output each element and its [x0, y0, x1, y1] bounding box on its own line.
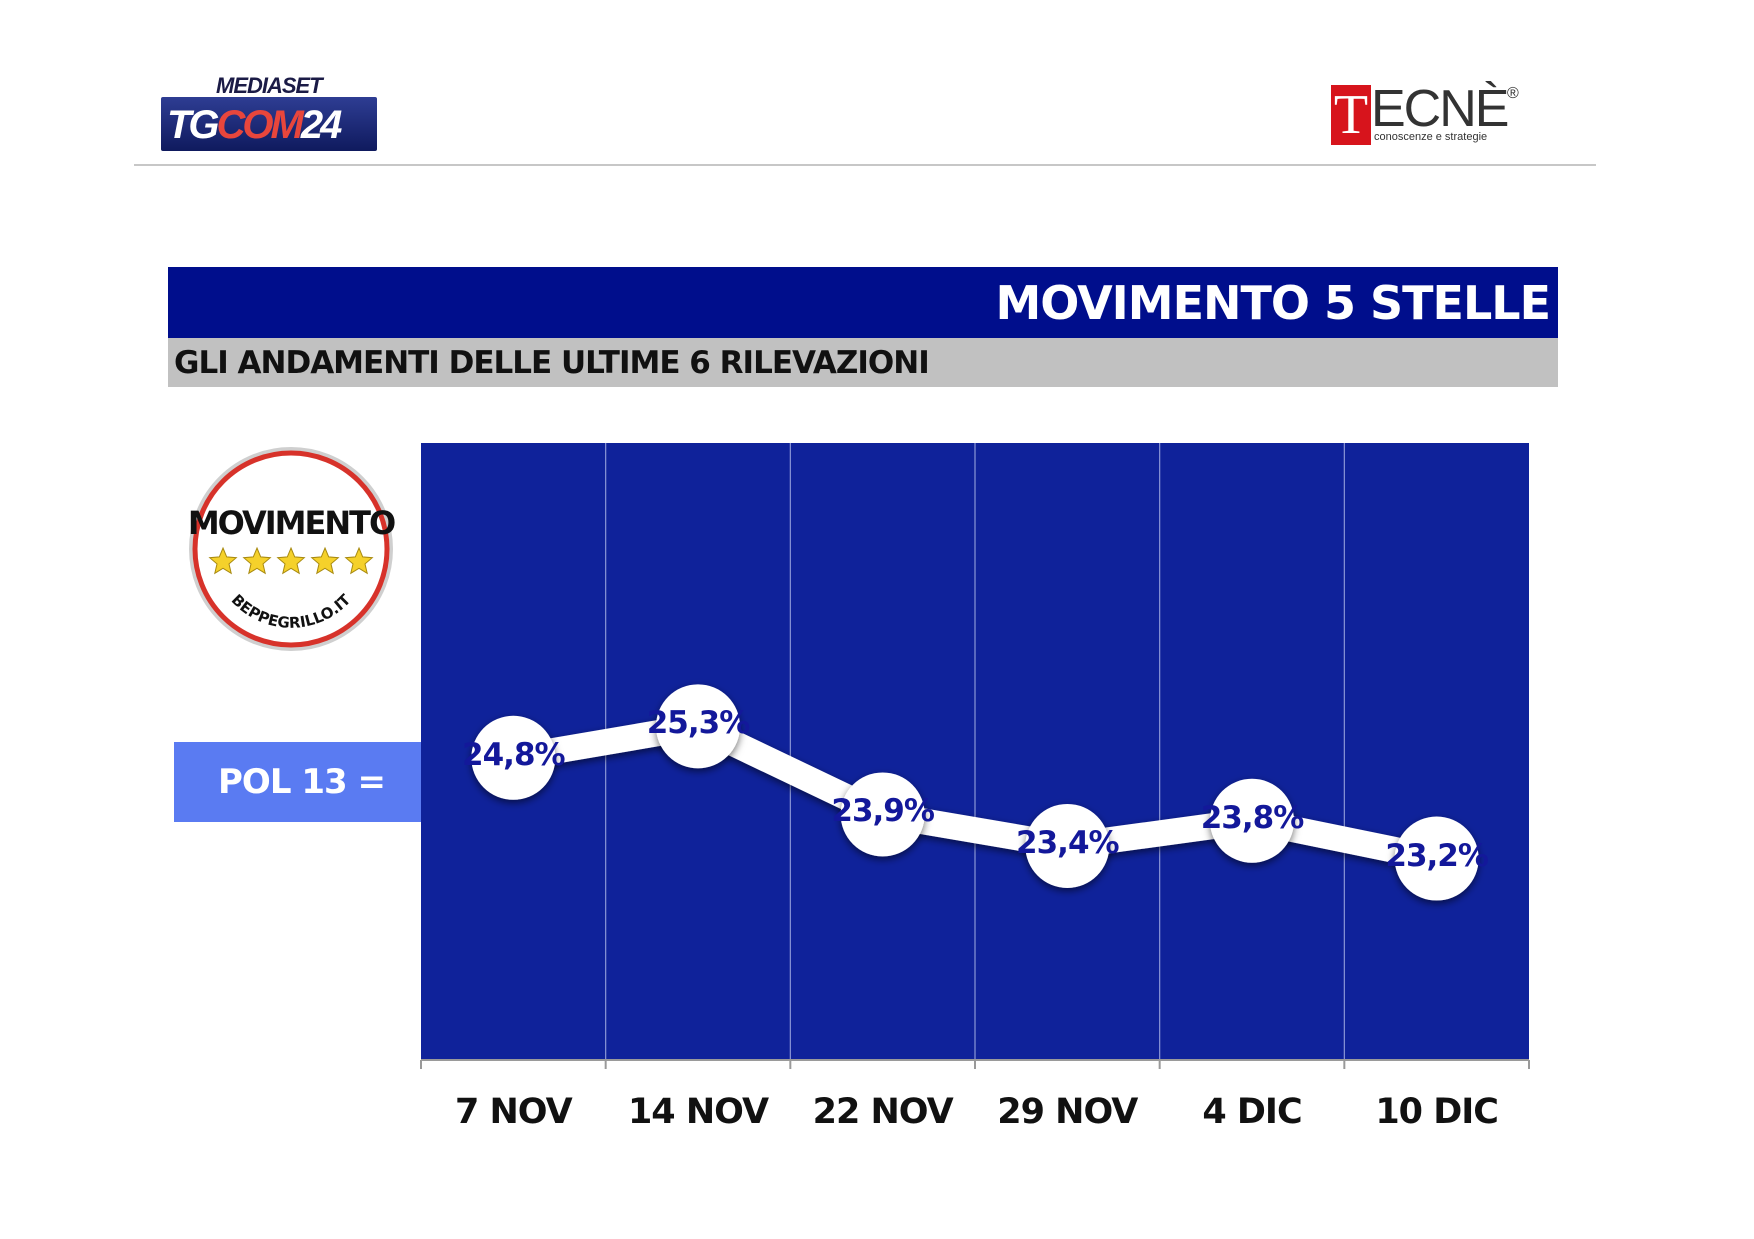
x-tick-label: 7 NOV	[454, 1092, 573, 1132]
logo-star-icon	[344, 546, 374, 575]
logo-star-icon	[208, 546, 238, 575]
tgcom24-number: 24	[300, 103, 342, 147]
mediaset-tgcom24-logo: MEDIASET TGCOM24	[161, 73, 377, 153]
tecne-initial: T	[1331, 85, 1371, 145]
logo-stars	[208, 546, 374, 575]
vertical-gridlines	[605, 443, 1345, 1060]
data-label: 23,9%	[831, 793, 935, 830]
data-point	[1025, 803, 1110, 888]
logo-star-icon	[242, 546, 272, 575]
x-tick-label: 22 NOV	[812, 1092, 954, 1132]
logo-star-icon	[276, 546, 306, 575]
logo-party-name: MOVIMENTO	[188, 504, 395, 542]
tecne-logo: T ECNÈ ® conoscenze e strategie	[1331, 80, 1531, 147]
logo-star-icon	[310, 546, 340, 575]
data-point	[1394, 816, 1479, 901]
series-points	[471, 684, 1479, 901]
data-label: 23,2%	[1385, 837, 1489, 874]
x-tick-label: 4 DIC	[1202, 1092, 1302, 1132]
x-tick-label: 14 NOV	[627, 1092, 769, 1132]
tgcom24-box: TGCOM24	[161, 97, 377, 151]
data-point	[840, 772, 925, 857]
tecne-registered-mark: ®	[1507, 85, 1519, 102]
data-point	[471, 715, 556, 800]
data-label: 23,4%	[1016, 824, 1120, 861]
x-tick-label: 10 DIC	[1375, 1092, 1499, 1132]
tgcom24-wordmark: TGCOM24	[167, 103, 342, 148]
tgcom24-com: COM	[216, 103, 304, 147]
movimento-5-stelle-logo: MOVIMENTO BEPPEGRILLO.IT	[188, 447, 397, 651]
header-divider	[134, 164, 1596, 166]
data-point	[1210, 778, 1294, 863]
x-axis	[420, 1059, 1530, 1069]
page-title: MOVIMENTO 5 STELLE	[995, 276, 1551, 330]
data-label: 25,3%	[646, 705, 751, 742]
tecne-tagline: conoscenze e strategie	[1374, 131, 1488, 143]
tecne-wordmark: ECNÈ	[1371, 80, 1509, 138]
subtitle-bar: GLI ANDAMENTI DELLE ULTIME 6 RILEVAZIONI	[168, 338, 1558, 387]
data-point	[656, 684, 740, 769]
pol13-reference-badge: POL 13 = 25,6%	[174, 742, 429, 882]
tgcom24-tg: TG	[167, 103, 220, 147]
page-subtitle: GLI ANDAMENTI DELLE ULTIME 6 RILEVAZIONI	[174, 345, 930, 381]
mediaset-wordmark: MEDIASET	[216, 73, 323, 98]
data-label: 23,8%	[1200, 799, 1305, 836]
title-bar: MOVIMENTO 5 STELLE	[168, 267, 1558, 338]
x-tick-label: 29 NOV	[997, 1092, 1138, 1132]
data-label: 24,8%	[462, 736, 566, 773]
